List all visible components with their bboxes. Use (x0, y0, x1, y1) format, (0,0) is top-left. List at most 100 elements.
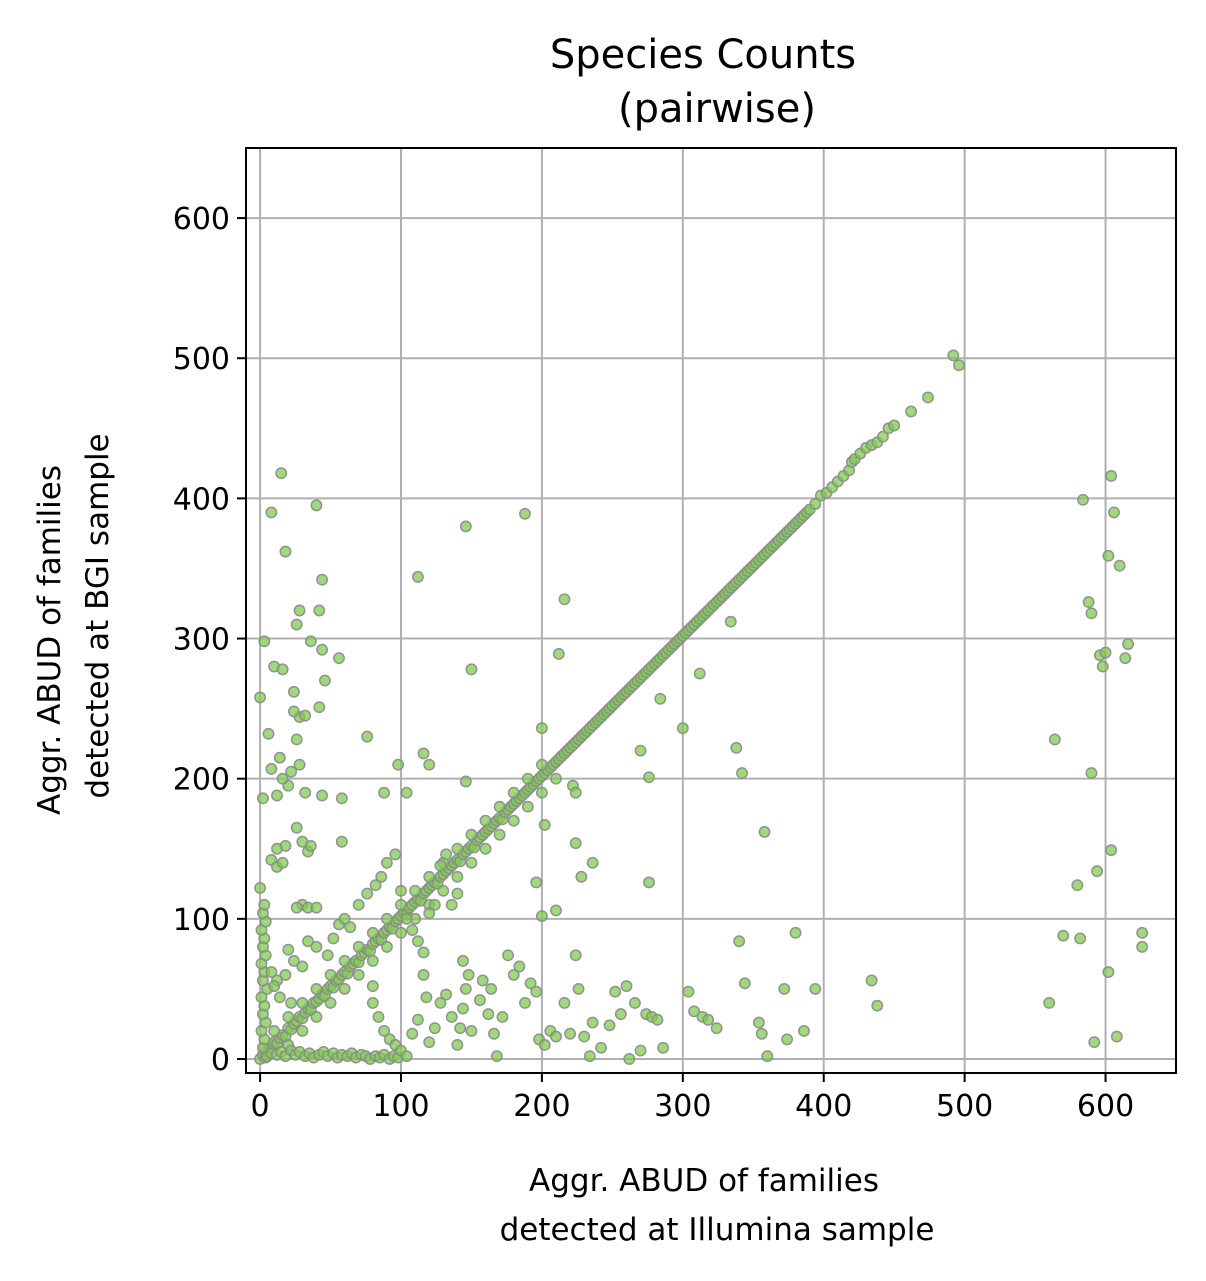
data-point-457 (538, 1039, 551, 1051)
data-point-403 (361, 887, 374, 900)
data-point-248 (479, 814, 492, 827)
data-point-310 (275, 467, 288, 480)
data-point-360 (459, 520, 472, 533)
data-point-234 (380, 912, 393, 925)
data-point-382 (730, 741, 743, 754)
data-point-488 (761, 1050, 774, 1063)
data-point-391 (265, 966, 278, 979)
axis-ticks: 0 100 200 300 400 500 600 0 100 200 300 400 500 600 (173, 202, 1134, 1124)
data-point-492 (798, 1025, 810, 1037)
data-point-223 (324, 996, 337, 1009)
data-point-473 (628, 996, 641, 1009)
data-point-504 (1085, 767, 1098, 780)
data-point-467 (595, 1041, 608, 1054)
data-point-231 (380, 940, 393, 953)
data-point-228 (338, 954, 351, 967)
data-point-519 (1136, 926, 1149, 939)
data-point-241 (451, 870, 464, 883)
data-point-513 (1105, 844, 1118, 857)
data-point-197 (809, 498, 822, 510)
data-point-418 (451, 887, 464, 900)
data-point-328 (273, 751, 286, 764)
data-point-454 (524, 977, 537, 990)
data-point-221 (310, 1010, 323, 1023)
data-point-510 (1102, 966, 1115, 979)
data-point-246 (465, 828, 478, 841)
data-point-244 (451, 842, 464, 855)
data-point-226 (324, 968, 337, 981)
data-point-393 (273, 991, 286, 1004)
data-point-251 (521, 800, 534, 813)
y-tick-label-1: 100 (173, 903, 230, 938)
data-point-335 (299, 786, 312, 799)
data-points (254, 349, 1149, 1065)
data-point-469 (609, 985, 622, 998)
data-point-509 (1099, 646, 1112, 659)
data-point-361 (465, 663, 478, 676)
data-point-388 (296, 960, 309, 973)
data-point-470 (614, 1008, 627, 1021)
data-point-449 (496, 1010, 509, 1023)
data-point-442 (465, 1025, 478, 1037)
data-point-252 (507, 786, 520, 799)
data-point-440 (457, 1002, 469, 1015)
data-point-432 (420, 991, 433, 1004)
data-point-410 (406, 924, 419, 936)
data-point-502 (1082, 596, 1095, 609)
data-point-309 (265, 506, 278, 519)
x-tick-label-5: 500 (936, 1089, 993, 1124)
data-point-417 (445, 898, 458, 911)
data-point-247 (493, 828, 506, 841)
data-point-508 (1096, 660, 1109, 673)
x-tick-label-0: 0 (251, 1089, 270, 1124)
data-point-422 (366, 996, 379, 1009)
data-point-255 (550, 772, 562, 785)
y-tick-label-6: 600 (173, 202, 230, 237)
data-point-493 (809, 982, 822, 995)
data-point-229 (366, 954, 379, 967)
data-point-359 (423, 758, 436, 771)
data-point-441 (459, 982, 472, 995)
data-point-353 (361, 730, 374, 743)
data-point-412 (417, 946, 430, 959)
data-point-499 (1071, 879, 1084, 892)
data-point-372 (530, 876, 543, 889)
data-point-472 (623, 1053, 636, 1065)
data-point-350 (335, 835, 348, 848)
data-point-239 (437, 884, 450, 897)
data-point-445 (482, 1008, 495, 1021)
data-point-494 (865, 974, 878, 987)
data-point-354 (378, 786, 391, 799)
data-point-501 (1077, 493, 1089, 506)
data-point-401 (344, 921, 357, 934)
data-point-517 (1119, 652, 1132, 665)
y-tick-label-5: 500 (173, 342, 230, 377)
data-point-233 (395, 926, 407, 939)
data-point-351 (316, 789, 329, 802)
data-point-477 (651, 1013, 664, 1026)
data-point-373 (535, 910, 548, 922)
data-point-312 (293, 604, 306, 617)
x-axis-label-line-2: detected at Illumina sample (500, 1212, 935, 1248)
data-point-497 (1048, 733, 1061, 746)
data-point-489 (778, 982, 791, 995)
data-point-484 (733, 935, 746, 948)
data-point-356 (400, 786, 413, 799)
data-point-322 (276, 663, 289, 676)
data-point-430 (411, 1013, 424, 1026)
data-point-431 (417, 968, 430, 981)
data-point-316 (313, 604, 326, 617)
data-point-407 (389, 848, 402, 861)
data-point-428 (400, 1050, 413, 1063)
chart-title-line-1: Species Counts (550, 32, 856, 78)
data-point-381 (693, 667, 706, 680)
data-point-212 (888, 419, 901, 432)
data-point-506 (1091, 865, 1104, 878)
data-point-444 (476, 974, 489, 987)
y-tick-label-4: 400 (173, 482, 230, 517)
data-point-358 (417, 747, 430, 760)
data-point-386 (282, 943, 295, 956)
data-point-415 (434, 859, 447, 872)
data-point-376 (643, 771, 655, 784)
data-point-446 (485, 982, 498, 995)
